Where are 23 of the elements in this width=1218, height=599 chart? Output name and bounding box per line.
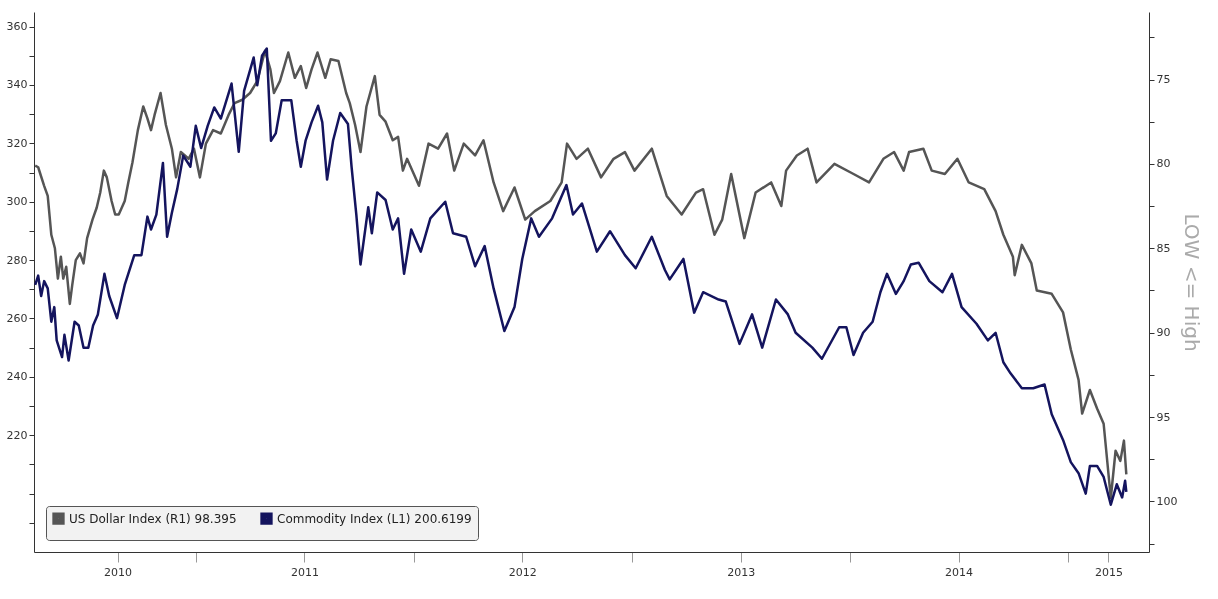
- y2-tick-label: 95: [1156, 410, 1171, 424]
- x-tick-label: 2011: [290, 565, 319, 579]
- y2-tick-label: 100: [1156, 494, 1178, 508]
- legend-label: US Dollar Index (R1) 98.395: [69, 511, 237, 526]
- x-tick-label: 2010: [104, 565, 133, 579]
- x-tick-label: 2012: [508, 565, 537, 579]
- y-tick-label: 220: [6, 428, 28, 442]
- x-tick-label: 2013: [727, 565, 756, 579]
- legend-label: Commodity Index (L1) 200.6199: [277, 511, 472, 526]
- y-tick-label: 340: [6, 78, 28, 92]
- y2-tick-label: 75: [1156, 73, 1171, 86]
- x-tick-label: 2014: [945, 565, 974, 579]
- y2-axis-title: LOW <= High: [1180, 213, 1205, 352]
- y2-tick-label: 80: [1156, 157, 1171, 171]
- y-tick-label: 240: [6, 370, 28, 384]
- y-tick-label: 360: [6, 20, 28, 34]
- y-tick-label: 260: [6, 311, 28, 325]
- y-tick-label: 320: [6, 136, 28, 150]
- y2-tick-label: 90: [1156, 326, 1171, 340]
- y-tick-label: 280: [6, 253, 28, 267]
- y2-tick-label: 85: [1156, 241, 1171, 255]
- x-tick-label: 2015: [1094, 565, 1123, 579]
- y-tick-label: 300: [6, 195, 28, 209]
